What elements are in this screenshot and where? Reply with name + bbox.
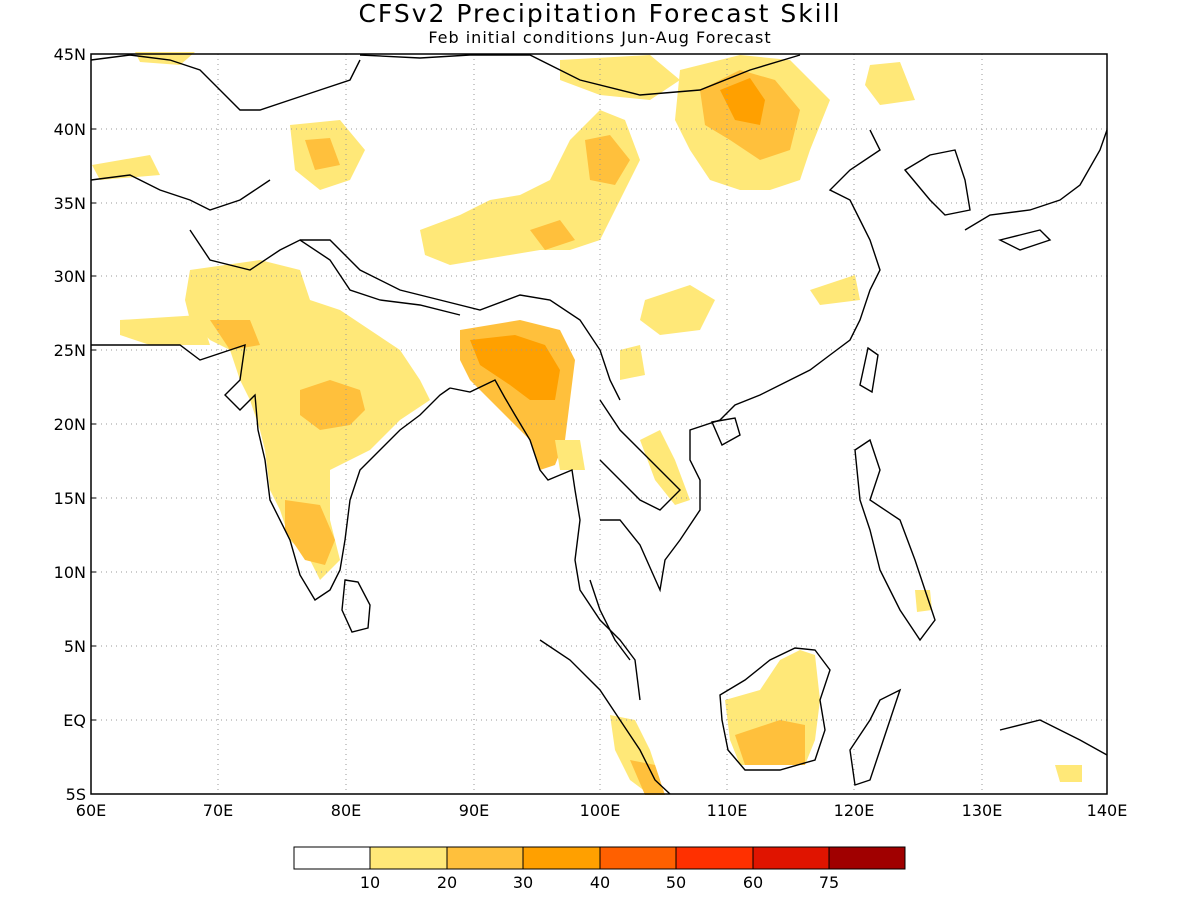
lon-label: 140E bbox=[1087, 801, 1128, 820]
legend-swatch bbox=[752, 846, 830, 870]
lon-label: 130E bbox=[962, 801, 1003, 820]
skill-area-yunnan bbox=[640, 285, 715, 335]
lat-label: 5N bbox=[64, 637, 86, 656]
lon-labels: 60E 70E 80E 90E 100E 110E 120E 130E 140E bbox=[76, 801, 1128, 820]
skill-area-kazakh bbox=[135, 52, 195, 65]
lat-labels: 45N 40N 35N 30N 25N 20N 15N 10N 5N EQ 5S bbox=[54, 45, 86, 804]
lat-label: 15N bbox=[54, 489, 86, 508]
skill-area-iran bbox=[92, 155, 160, 180]
legend-label: 50 bbox=[666, 873, 686, 892]
skill-area-tibet-core bbox=[585, 135, 630, 185]
lon-label: 60E bbox=[76, 801, 106, 820]
legend-label: 30 bbox=[513, 873, 533, 892]
skill-area-central-india bbox=[300, 380, 365, 430]
skill-area-new-guinea bbox=[1055, 765, 1082, 782]
skill-area-tibet bbox=[420, 110, 640, 265]
legend-label: 40 bbox=[590, 873, 610, 892]
skill-area-myanmar bbox=[555, 440, 585, 470]
skill-area-sumatra-core bbox=[630, 760, 665, 795]
skill-area-western-ghats bbox=[285, 500, 335, 565]
skill-area-qinghai bbox=[530, 220, 575, 250]
legend-label: 60 bbox=[743, 873, 763, 892]
legend-swatch bbox=[675, 846, 754, 870]
map-subtitle: Feb initial conditions Jun-Aug Forecast bbox=[428, 28, 772, 47]
legend-swatch bbox=[522, 846, 601, 870]
lat-label: 35N bbox=[54, 194, 86, 213]
legend-swatch bbox=[599, 846, 677, 870]
lat-label: 30N bbox=[54, 267, 86, 286]
skill-area-assam bbox=[470, 335, 560, 400]
lon-label: 120E bbox=[834, 801, 875, 820]
skill-area-philippines bbox=[915, 590, 932, 612]
skill-area-laos bbox=[640, 430, 690, 505]
lat-label: EQ bbox=[63, 711, 86, 730]
skill-area-manchuria bbox=[865, 62, 915, 105]
coastlines bbox=[90, 54, 1108, 795]
legend-swatch bbox=[293, 846, 371, 870]
skill-area-rajasthan bbox=[210, 320, 260, 350]
lat-label: 45N bbox=[54, 45, 86, 64]
lat-label: 5S bbox=[66, 785, 86, 804]
legend-label: 75 bbox=[819, 873, 839, 892]
lat-label: 40N bbox=[54, 120, 86, 139]
legend-swatch bbox=[446, 846, 524, 870]
skill-shading bbox=[92, 52, 1082, 795]
skill-area-guangxi bbox=[620, 345, 645, 380]
lon-label: 70E bbox=[203, 801, 233, 820]
skill-area-mongolia bbox=[560, 55, 680, 100]
legend-label: 10 bbox=[360, 873, 380, 892]
skill-area-borneo-core bbox=[735, 720, 805, 765]
map-grid bbox=[91, 54, 1107, 794]
legend-swatch bbox=[369, 846, 448, 870]
lon-label: 80E bbox=[331, 801, 361, 820]
lon-label: 110E bbox=[707, 801, 748, 820]
map-title: CFSv2 Precipitation Forecast Skill bbox=[358, 0, 842, 28]
lon-label: 100E bbox=[580, 801, 621, 820]
skill-area-northern-china-peak bbox=[720, 78, 765, 125]
color-legend: 10 20 30 40 50 60 75 bbox=[293, 846, 906, 892]
lat-label: 20N bbox=[54, 415, 86, 434]
lat-label: 10N bbox=[54, 563, 86, 582]
skill-area-south-china bbox=[810, 275, 860, 305]
lon-label: 90E bbox=[459, 801, 489, 820]
skill-area-pakistan bbox=[120, 315, 210, 345]
legend-swatch bbox=[828, 846, 906, 870]
legend-label: 20 bbox=[437, 873, 457, 892]
lat-label: 25N bbox=[54, 341, 86, 360]
tick-marks bbox=[91, 53, 96, 795]
skill-area-afghanistan-core bbox=[305, 138, 340, 170]
